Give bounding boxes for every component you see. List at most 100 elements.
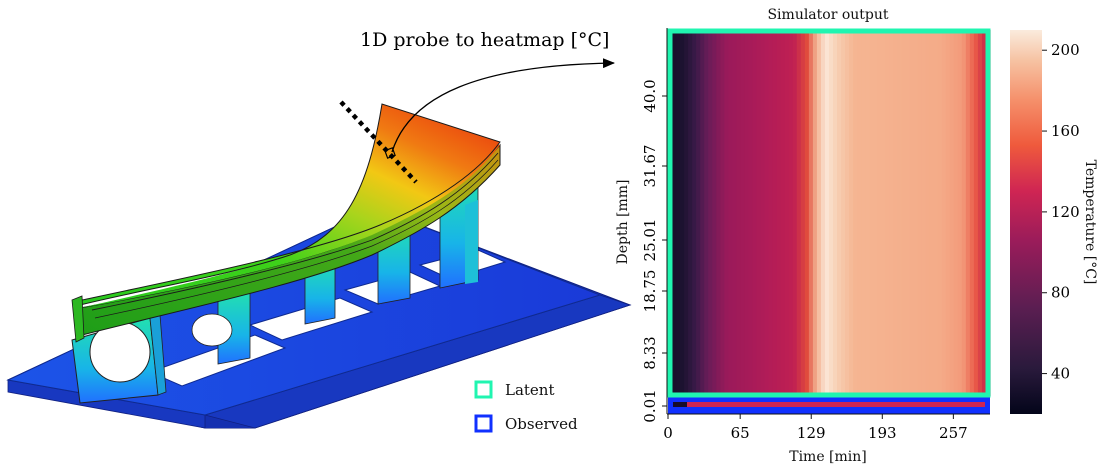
heatmap-column bbox=[949, 30, 955, 396]
heatmap-column bbox=[957, 30, 963, 396]
colorbar-label: Temperature [°C] bbox=[1082, 160, 1098, 285]
observed-probe-row-dark bbox=[673, 402, 687, 407]
heatmap-column bbox=[889, 30, 895, 396]
heatmap-column bbox=[748, 30, 754, 396]
heatmap-column bbox=[784, 30, 790, 396]
legend-swatch-observed bbox=[474, 414, 493, 433]
heatmap-column bbox=[760, 30, 766, 396]
heatmap-column bbox=[933, 30, 939, 396]
heatmap-column bbox=[969, 30, 975, 396]
latent-region bbox=[667, 28, 991, 398]
heatmap-column bbox=[881, 30, 886, 396]
x-tick-label: 65 bbox=[731, 424, 750, 442]
heatmap-column bbox=[849, 30, 854, 396]
heatmap-column bbox=[808, 30, 814, 396]
heatmap-column bbox=[676, 30, 681, 396]
heatmap-column bbox=[704, 30, 709, 396]
heatmap-column bbox=[893, 30, 899, 396]
heatmap-column bbox=[973, 30, 979, 396]
colorbar-tick-label: 160 bbox=[1051, 122, 1080, 140]
x-axis-ticks: 0 65 129 193 257 bbox=[663, 414, 968, 442]
y-tick-label: 8.33 bbox=[641, 336, 659, 369]
thermal-model-3d: 1D probe to heatmap [°C] bbox=[6, 29, 632, 429]
legend-swatch-latent bbox=[474, 380, 493, 399]
colorbar-tick-label: 120 bbox=[1051, 203, 1080, 221]
heatmap-column bbox=[696, 30, 701, 396]
heatmap-column bbox=[953, 30, 959, 396]
heatmap-cells bbox=[668, 30, 991, 396]
probe-label: 1D probe to heatmap [°C] bbox=[360, 29, 609, 51]
heatmap-column bbox=[861, 30, 866, 396]
legend-label-latent: Latent bbox=[505, 381, 555, 399]
heatmap-column bbox=[841, 30, 846, 396]
colorbar-tick-label: 40 bbox=[1051, 365, 1070, 383]
heatmap-column bbox=[812, 30, 818, 396]
y-tick-label: 18.75 bbox=[641, 270, 659, 313]
heatmap-column bbox=[768, 30, 774, 396]
x-axis-label: Time [min] bbox=[789, 449, 867, 465]
heatmap-column bbox=[692, 30, 697, 396]
heatmap-column bbox=[824, 30, 830, 396]
heatmap-column bbox=[728, 30, 734, 396]
heatmap-column bbox=[688, 30, 693, 396]
x-tick-label: 129 bbox=[797, 424, 826, 442]
heatmap-column bbox=[792, 30, 798, 396]
heatmap-column bbox=[756, 30, 762, 396]
x-tick-label: 257 bbox=[939, 424, 968, 442]
heatmap-column bbox=[788, 30, 794, 396]
heatmap-column bbox=[857, 30, 862, 396]
heatmap-column bbox=[877, 30, 882, 396]
front-leg bbox=[71, 314, 167, 404]
heatmap-column bbox=[913, 30, 919, 396]
heatmap-column bbox=[736, 30, 742, 396]
heatmap-column bbox=[804, 30, 810, 396]
y-tick-label: 0.01 bbox=[641, 389, 659, 422]
legend: Latent Observed bbox=[474, 380, 578, 433]
y-axis-ticks: 0.01 8.33 18.75 25.01 31.67 40.0 bbox=[641, 79, 667, 423]
heatmap-column bbox=[885, 30, 890, 396]
legend-label-observed: Observed bbox=[505, 415, 578, 433]
heatmap-column bbox=[909, 30, 915, 396]
x-tick-label: 193 bbox=[868, 424, 897, 442]
heatmap-column bbox=[776, 30, 782, 396]
heatmap-column bbox=[740, 30, 746, 396]
heatmap-column bbox=[929, 30, 935, 396]
heatmap-column bbox=[684, 30, 689, 396]
heatmap-column bbox=[941, 30, 947, 396]
heatmap-column bbox=[925, 30, 931, 396]
heatmap-column bbox=[977, 30, 983, 396]
heatmap-column bbox=[945, 30, 951, 396]
heatmap-column bbox=[921, 30, 927, 396]
heatmap-column bbox=[853, 30, 858, 396]
heatmap-column bbox=[716, 30, 721, 396]
observed-probe-row bbox=[673, 402, 985, 407]
heatmap-title: Simulator output bbox=[767, 7, 888, 23]
heatmap-column bbox=[829, 30, 834, 396]
y-tick-label: 25.01 bbox=[641, 219, 659, 262]
heatmap-column bbox=[796, 30, 802, 396]
heatmap-column bbox=[764, 30, 770, 396]
y-tick-label: 40.0 bbox=[641, 79, 659, 112]
heatmap-column bbox=[800, 30, 806, 396]
heatmap-column bbox=[700, 30, 705, 396]
colorbar-ticks: 40 80 120 160 200 bbox=[1042, 41, 1080, 383]
probe-arrow bbox=[391, 58, 615, 153]
colorbar-tick-label: 80 bbox=[1051, 284, 1070, 302]
y-axis-label: Depth [mm] bbox=[615, 179, 631, 264]
heatmap-column bbox=[732, 30, 738, 396]
heatmap-chart: Simulator output 0 65 129 193 257 0.01 8.33 18… bbox=[615, 7, 1098, 465]
heatmap-column bbox=[780, 30, 786, 396]
colorbar-tick-label: 200 bbox=[1051, 41, 1080, 59]
heatmap-column bbox=[772, 30, 778, 396]
heatmap-column bbox=[905, 30, 911, 396]
heatmap-column bbox=[965, 30, 971, 396]
heatmap-column bbox=[937, 30, 943, 396]
heatmap-column bbox=[917, 30, 923, 396]
heatmap-column bbox=[865, 30, 870, 396]
heatmap-column bbox=[820, 30, 826, 396]
heatmap-column bbox=[873, 30, 878, 396]
heatmap-column bbox=[816, 30, 822, 396]
heatmap-column bbox=[752, 30, 758, 396]
heatmap-column bbox=[869, 30, 874, 396]
